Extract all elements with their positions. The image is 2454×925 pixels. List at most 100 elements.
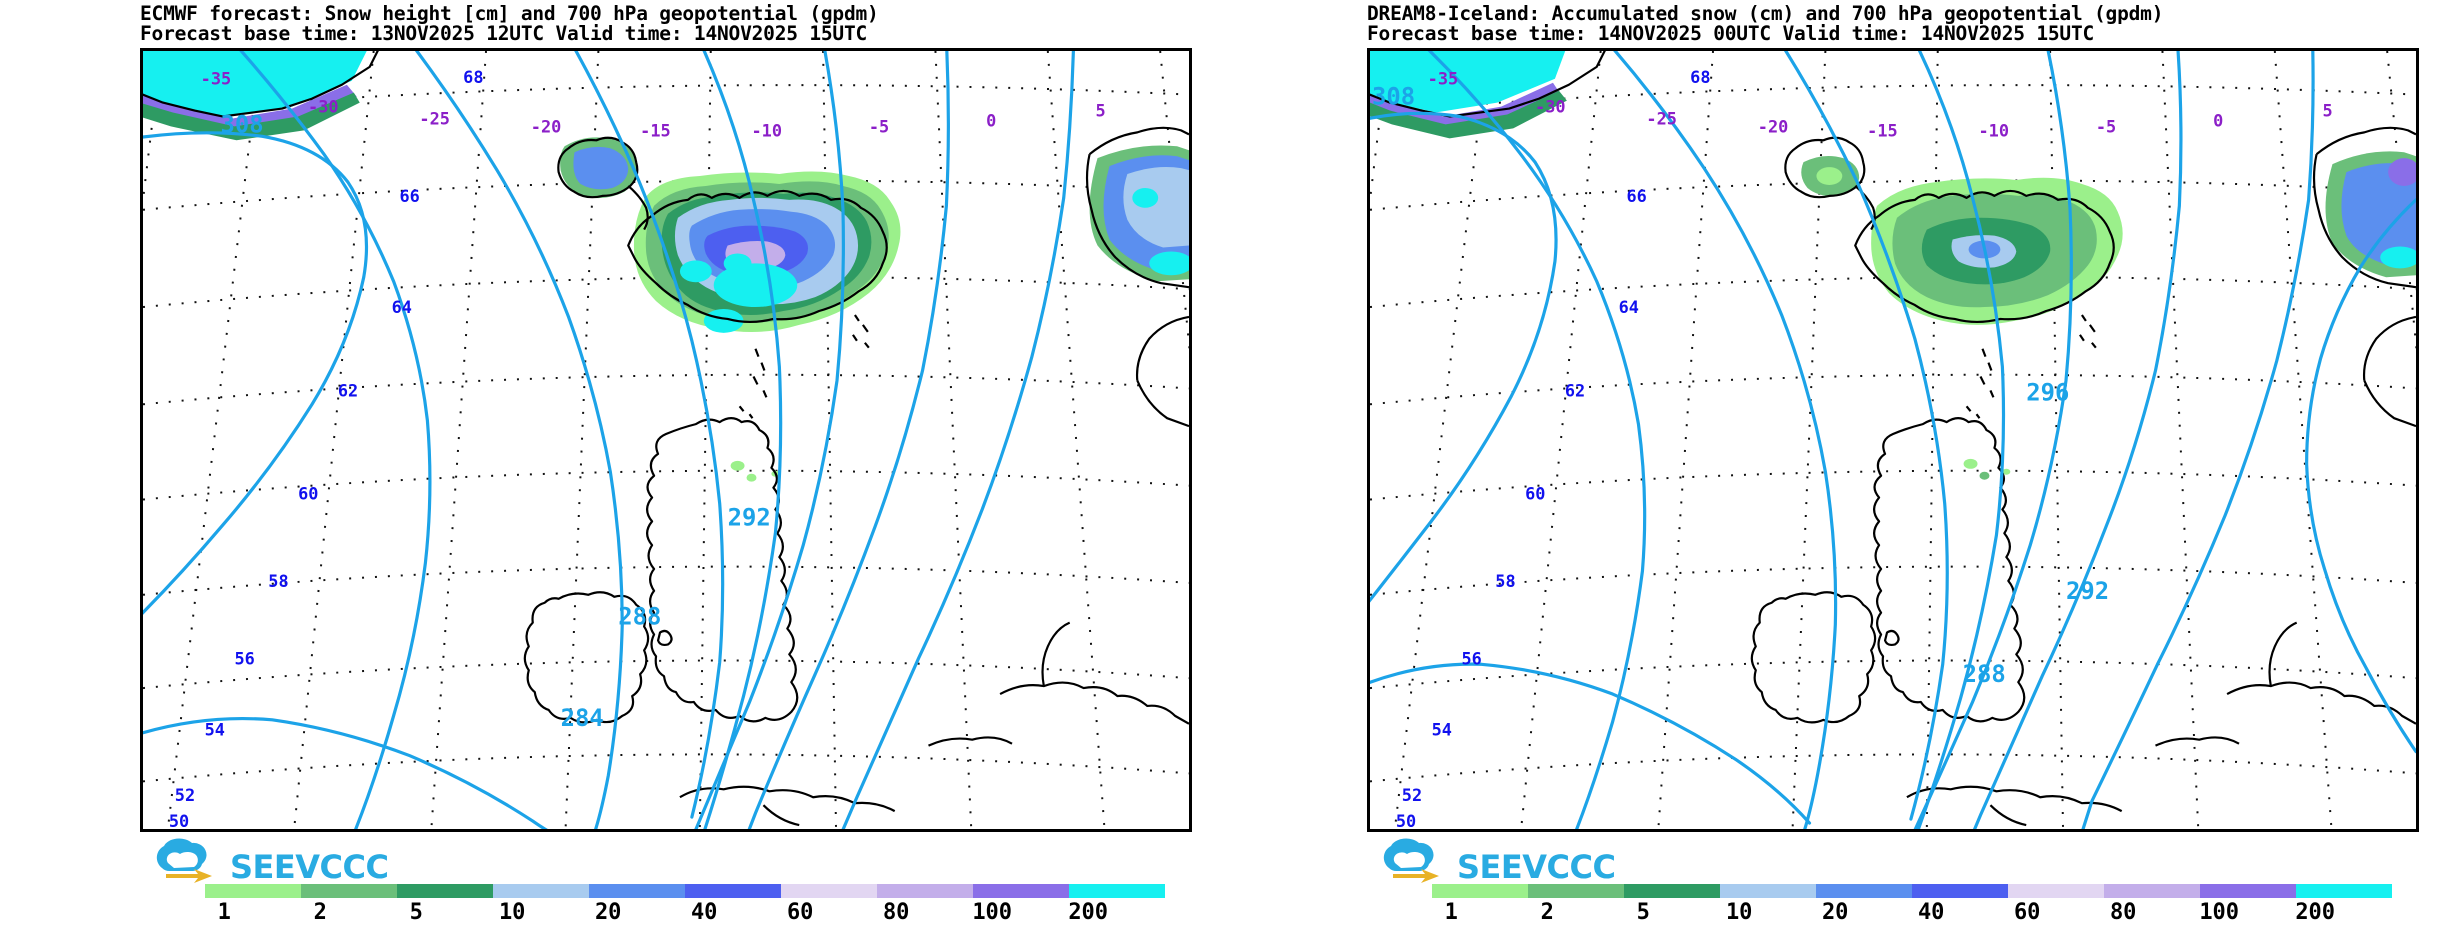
graticule-longitude (143, 51, 1189, 829)
colorbar-tick: 20 (1821, 900, 1849, 925)
lon-label-m30: -30 (1535, 97, 1566, 117)
colorbar-tick: 2 (1540, 900, 1554, 925)
map-svg-ecmwf: 308 292 288 284 68 66 64 62 60 58 56 (143, 51, 1189, 829)
colorbar-segment (685, 884, 781, 898)
colorbar-tick: 100 (2199, 900, 2240, 925)
lat-label-68: 68 (1690, 67, 1710, 87)
contour-label-292: 292 (728, 503, 771, 531)
lat-label-60: 60 (298, 484, 318, 504)
lat-label-54: 54 (1432, 720, 1452, 740)
colorbar-tick: 200 (2295, 900, 2336, 925)
colorbar-segment (589, 884, 685, 898)
colorbar-segment (1432, 884, 1528, 898)
coastlines (1370, 51, 2416, 827)
title-line-2: Forecast base time: 14NOV2025 00UTC Vali… (1367, 22, 2095, 45)
snow-shading-greenland (1370, 51, 1567, 139)
colorbar-tick: 60 (2013, 900, 2041, 925)
seevccc-wordmark: SEEVCCC (230, 848, 388, 886)
lon-label-m5: -5 (869, 116, 889, 136)
contour-label-288: 288 (618, 603, 661, 631)
colorbar-segment (781, 884, 877, 898)
colorbar-tick: 10 (498, 900, 526, 925)
colorbar-segment (1528, 884, 1624, 898)
graticule-latitude (143, 84, 1189, 783)
lon-label-5: 5 (1096, 101, 1106, 121)
lat-label-50: 50 (1396, 811, 1416, 829)
panel-ecmwf: ECMWF forecast: Snow height [cm] and 700… (140, 4, 1220, 925)
seevccc-logo-right: SEEVCCC (1365, 838, 1665, 886)
colorbar-segment (877, 884, 973, 898)
colorbar-segment (1816, 884, 1912, 898)
map-canvas-ecmwf[interactable]: 308 292 288 284 68 66 64 62 60 58 56 (140, 48, 1192, 832)
lon-label-5: 5 (2323, 101, 2333, 121)
lat-label-66: 66 (400, 186, 420, 206)
lon-label-m5: -5 (2096, 116, 2116, 136)
lat-label-50: 50 (169, 811, 189, 829)
geopotential-contour-labels: 308 292 288 284 (221, 110, 771, 731)
arrow-icon (166, 869, 212, 883)
title-line-1: ECMWF forecast: Snow height [cm] and 700… (140, 2, 879, 25)
colorbar-tick: 80 (882, 900, 910, 925)
colorbar-segment (1720, 884, 1816, 898)
colorbar-tick: 100 (972, 900, 1013, 925)
colorbar-tick: 5 (1636, 900, 1650, 925)
lon-label-0: 0 (2213, 110, 2223, 130)
longitude-labels: -35 -30 -25 -20 -15 -10 -5 0 5 (1428, 69, 2333, 141)
snow-shading-iceland (1801, 155, 2123, 325)
lat-label-56: 56 (1461, 648, 1481, 668)
lon-label-m15: -15 (1867, 120, 1898, 140)
contour-label-308: 308 (1372, 83, 1415, 111)
colorbar-tick: 80 (2109, 900, 2137, 925)
colorbar-gradient (205, 884, 1165, 898)
lat-label-60: 60 (1525, 484, 1545, 504)
colorbar-tick: 5 (409, 900, 423, 925)
arrow-icon (1393, 869, 1439, 883)
panel-title-ecmwf: ECMWF forecast: Snow height [cm] and 700… (140, 4, 1220, 44)
snow-shading-iceland (560, 137, 901, 333)
map-canvas-dream8[interactable]: 308 296 292 288 68 66 64 62 60 58 56 54 (1367, 48, 2419, 832)
lon-label-m10: -10 (1979, 120, 2010, 140)
colorbar-segment (2008, 884, 2104, 898)
colorbar-tick: 200 (1068, 900, 1109, 925)
colorbar-tick: 40 (690, 900, 718, 925)
lat-label-62: 62 (338, 380, 358, 400)
lon-label-m25: -25 (419, 108, 450, 128)
colorbar-tick: 1 (217, 900, 231, 925)
colorbar-segment (1069, 884, 1165, 898)
colorbar-dream8: 1 2 5 10 20 40 60 80 100 200 (1432, 884, 2392, 925)
seevccc-logo-svg: SEEVCCC (1383, 838, 1616, 886)
colorbar-gradient (1432, 884, 2392, 898)
contour-label-296: 296 (2026, 378, 2069, 406)
lat-label-62: 62 (1565, 380, 1585, 400)
colorbar-segment (1912, 884, 2008, 898)
map-svg-dream8: 308 296 292 288 68 66 64 62 60 58 56 54 (1370, 51, 2416, 829)
lon-label-m20: -20 (531, 116, 562, 136)
cloud-icon (1383, 838, 1434, 872)
colorbar-tick: 1 (1444, 900, 1458, 925)
lon-label-m25: -25 (1646, 108, 1677, 128)
lon-label-m35: -35 (201, 69, 232, 89)
geopotential-contours (1370, 51, 2416, 829)
colorbar-ticks: 1 2 5 10 20 40 60 80 100 200 (205, 900, 1165, 925)
lat-label-56: 56 (234, 648, 254, 668)
longitude-labels: -35 -30 -25 -20 -15 -10 -5 0 5 (201, 69, 1106, 141)
geopotential-contours (143, 51, 1075, 829)
lat-label-58: 58 (1495, 571, 1515, 591)
colorbar-tick: 20 (594, 900, 622, 925)
colorbar-segment (2296, 884, 2392, 898)
colorbar-segment (493, 884, 589, 898)
geopotential-contour-labels: 308 296 292 288 (1372, 83, 2109, 689)
panel-title-dream8: DREAM8-Iceland: Accumulated snow (cm) an… (1367, 4, 2447, 44)
lon-label-m10: -10 (752, 120, 783, 140)
colorbar-tick: 60 (786, 900, 814, 925)
colorbar-segment (2104, 884, 2200, 898)
colorbar-segment (973, 884, 1069, 898)
lon-label-m20: -20 (1758, 116, 1789, 136)
lat-label-68: 68 (463, 67, 483, 87)
snow-shading-scotland (1963, 458, 2011, 480)
colorbar-segment (397, 884, 493, 898)
lat-label-64: 64 (392, 297, 412, 317)
colorbar-tick: 40 (1917, 900, 1945, 925)
contour-label-308: 308 (221, 110, 264, 138)
